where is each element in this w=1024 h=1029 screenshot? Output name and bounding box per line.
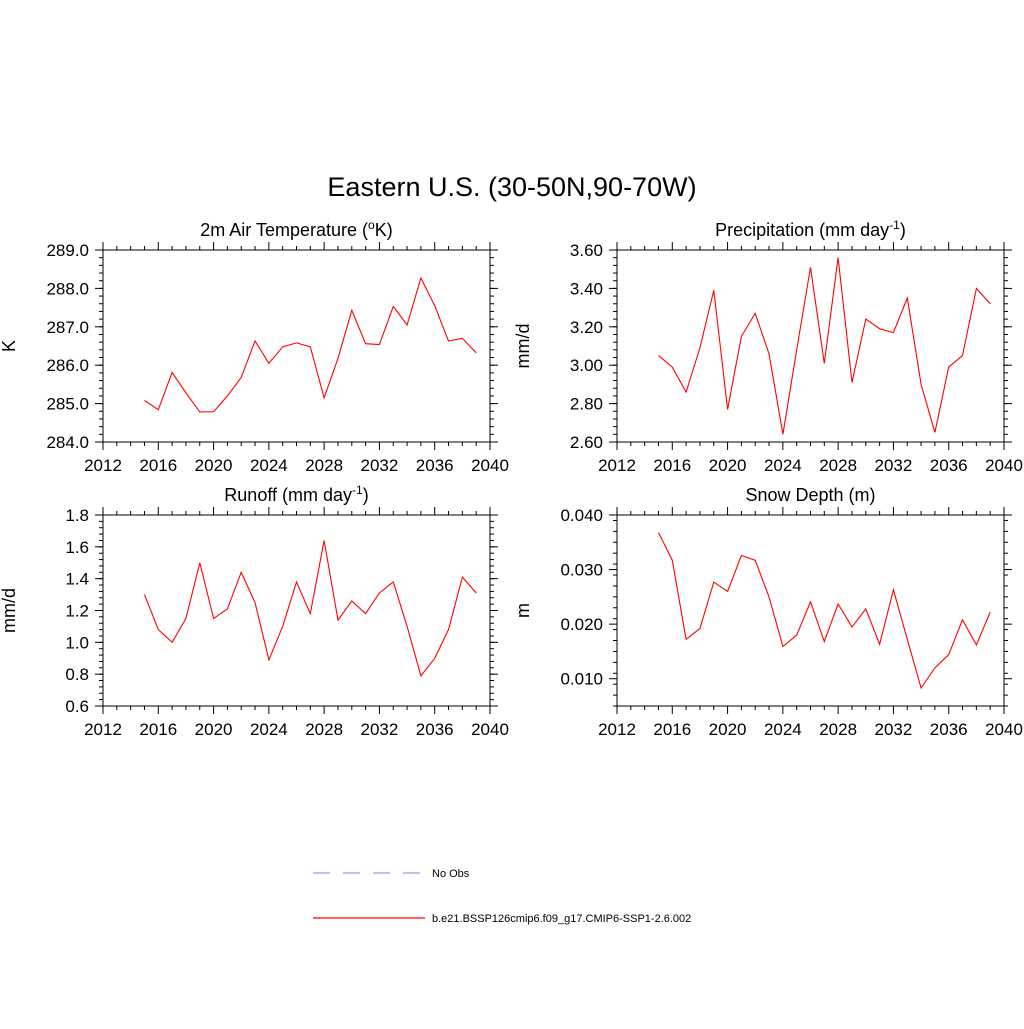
x-tick-label: 2024: [764, 720, 802, 739]
y-tick-label: 1.4: [65, 570, 89, 589]
x-tick-label: 2036: [930, 720, 968, 739]
plot-frame: [616, 249, 1005, 443]
legend-model-label: b.e21.BSSP126cmip6.f09_g17.CMIP6-SSP1-2.…: [432, 913, 691, 925]
x-tick-label: 2036: [930, 456, 968, 475]
series-line: [144, 276, 477, 413]
x-tick-label: 2028: [305, 456, 343, 475]
y-tick-label: 285.0: [46, 395, 89, 414]
x-tick-label: 2020: [709, 720, 747, 739]
x-tick-label: 2012: [598, 720, 636, 739]
y-tick-label: 1.6: [65, 538, 89, 557]
legend-obs-label: No Obs: [432, 868, 470, 880]
x-tick-label: 2016: [139, 720, 177, 739]
y-tick-label: 1.2: [65, 602, 89, 621]
x-tick-label: 2020: [709, 456, 747, 475]
x-tick-label: 2032: [361, 720, 399, 739]
x-tick-label: 2020: [195, 720, 233, 739]
y-tick-label: 287.0: [46, 318, 89, 337]
x-tick-label: 2024: [250, 456, 288, 475]
x-tick-label: 2032: [875, 720, 913, 739]
y-tick-label: 3.40: [570, 279, 603, 298]
x-tick-label: 2028: [819, 720, 857, 739]
y-tick-label: 289.0: [46, 241, 89, 260]
x-tick-label: 2024: [764, 456, 802, 475]
y-axis-label: m: [513, 603, 533, 618]
x-tick-label: 2016: [653, 720, 691, 739]
plot-frame: [102, 514, 491, 707]
y-tick-label: 0.040: [560, 506, 603, 525]
panel-title: 2m Air Temperature (oK): [200, 218, 392, 240]
x-tick-label: 2024: [250, 720, 288, 739]
y-tick-label: 3.00: [570, 356, 603, 375]
y-tick-label: 288.0: [46, 279, 89, 298]
panel-title: Snow Depth (m): [745, 485, 875, 505]
y-axis-label: mm/d: [513, 324, 533, 369]
x-tick-label: 2028: [305, 720, 343, 739]
x-tick-label: 2016: [653, 456, 691, 475]
y-tick-label: 2.80: [570, 395, 603, 414]
x-tick-label: 2040: [471, 456, 509, 475]
x-tick-label: 2036: [416, 720, 454, 739]
plot-frame: [102, 249, 491, 443]
x-tick-label: 2020: [195, 456, 233, 475]
x-tick-label: 2040: [471, 720, 509, 739]
y-axis-label: mm/d: [0, 588, 19, 633]
panel-4: Snow Depth (m) m 2012 2016 2020 2024 2028 2032 2…: [513, 485, 1023, 739]
figure-title: Eastern U.S. (30-50N,90-70W): [327, 172, 696, 202]
y-tick-label: 0.020: [560, 615, 603, 634]
x-tick-label: 2032: [361, 456, 399, 475]
legend: No Obs b.e21.BSSP126cmip6.f09_g17.CMIP6-…: [313, 868, 691, 925]
x-tick-label: 2012: [598, 456, 636, 475]
y-tick-label: 0.030: [560, 561, 603, 580]
x-tick-label: 2040: [985, 720, 1023, 739]
y-axis-label: K: [0, 340, 19, 352]
x-tick-label: 2028: [819, 456, 857, 475]
y-tick-label: 1.8: [65, 506, 89, 525]
x-tick-label: 2036: [416, 456, 454, 475]
series-line: [658, 257, 991, 435]
panel-title: Runoff (mm day-1): [224, 483, 368, 505]
panel-3: Runoff (mm day-1) mm/d 2012 2016 2020 2024 202…: [0, 483, 509, 739]
y-tick-label: 0.8: [65, 665, 89, 684]
x-tick-label: 2012: [84, 720, 122, 739]
x-tick-label: 2016: [139, 456, 177, 475]
y-tick-label: 284.0: [46, 433, 89, 452]
y-tick-label: 286.0: [46, 356, 89, 375]
y-tick-label: 1.0: [65, 633, 89, 652]
panel-title: Precipitation (mm day-1): [715, 218, 906, 240]
panel-1: 2m Air Temperature (oK) K 2012 2016 2020 2024…: [0, 218, 509, 475]
x-tick-label: 2012: [84, 456, 122, 475]
y-tick-label: 0.6: [65, 697, 89, 716]
series-line: [143, 540, 477, 677]
y-tick-label: 3.60: [570, 241, 603, 260]
y-tick-label: 3.20: [570, 318, 603, 337]
y-tick-label: 2.60: [570, 433, 603, 452]
y-tick-label: 0.010: [560, 670, 603, 689]
x-tick-label: 2040: [985, 456, 1023, 475]
series-line: [658, 532, 991, 690]
panel-2: Precipitation (mm day-1) mm/d 2012 2016 2020…: [513, 218, 1023, 475]
x-tick-label: 2032: [875, 456, 913, 475]
plot-frame: [616, 514, 1005, 707]
